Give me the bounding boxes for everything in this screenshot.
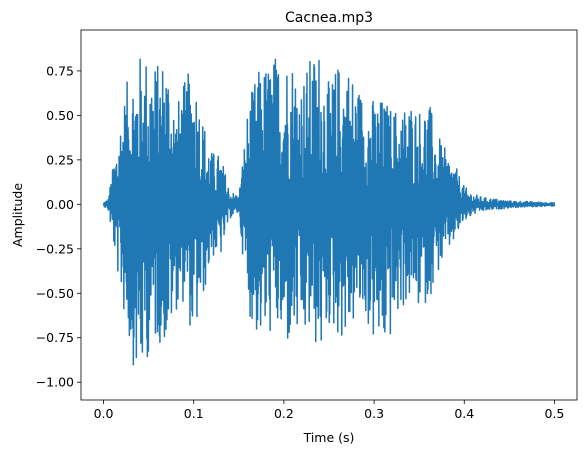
x-tick-label: 0.4 <box>454 406 474 421</box>
x-tick-label: 0.3 <box>364 406 384 421</box>
y-tick-label: −0.75 <box>36 330 74 345</box>
x-tick-label: 0.1 <box>184 406 204 421</box>
series-layer <box>102 58 556 366</box>
x-axis-label: Time (s) <box>303 430 355 445</box>
y-tick-label: −1.00 <box>36 375 74 390</box>
y-tick-label: 0.00 <box>46 197 74 212</box>
y-axis: −1.00 −0.75 −0.50 −0.25 0.00 0.25 0.50 0.75 <box>36 63 81 390</box>
x-tick-label: 0.2 <box>274 406 294 421</box>
x-tick-label: 0.5 <box>545 406 565 421</box>
y-tick-label: −0.25 <box>36 241 74 256</box>
y-tick-label: 0.25 <box>46 152 74 167</box>
plot-area <box>80 29 578 401</box>
x-axis: 0.0 0.1 0.2 0.3 0.4 0.5 <box>94 400 565 421</box>
waveform-line <box>102 58 556 366</box>
y-axis-label: Amplitude <box>10 183 25 247</box>
axes-frame <box>80 29 578 401</box>
y-tick-label: 0.50 <box>46 108 74 123</box>
y-tick-label: 0.75 <box>46 63 74 78</box>
x-tick-label: 0.0 <box>94 406 114 421</box>
y-tick-label: −0.50 <box>36 286 74 301</box>
chart-title: Cacnea.mp3 <box>285 10 373 26</box>
